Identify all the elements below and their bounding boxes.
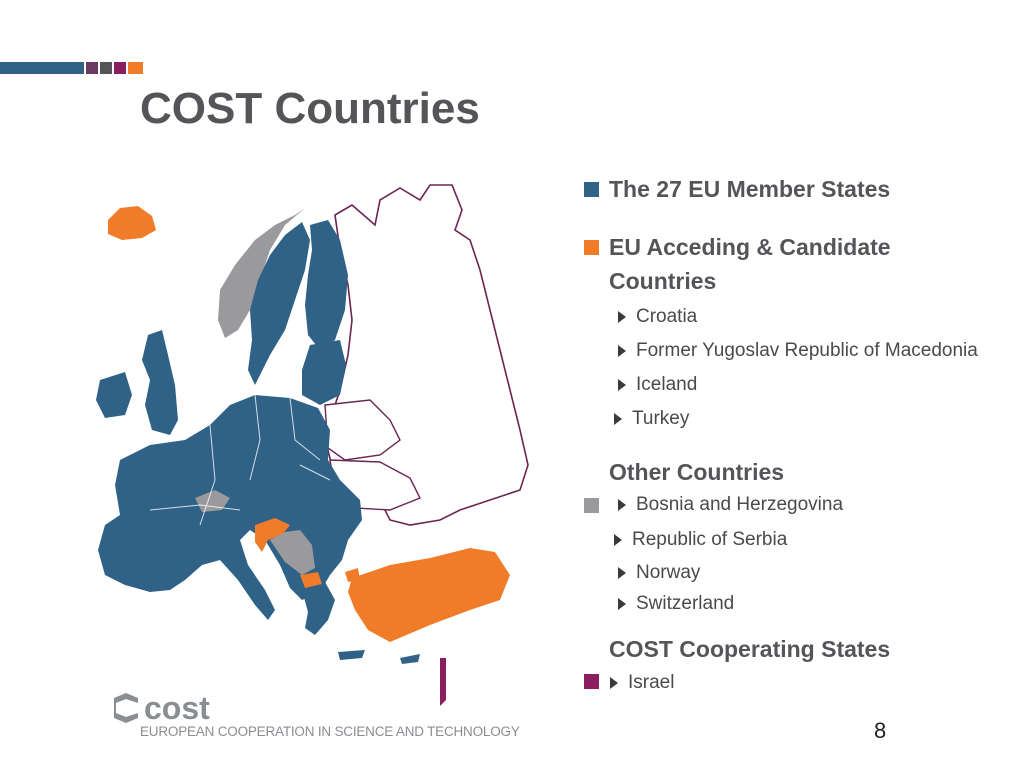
other-countries-swatch (584, 498, 599, 513)
bullet-triangle-icon (618, 498, 626, 511)
acceding-heading-line2: Countries (609, 268, 717, 294)
bullet-triangle-icon (618, 566, 626, 579)
bullet-triangle-icon (610, 676, 618, 689)
israel-shape (440, 658, 446, 706)
bullet-triangle-icon (618, 597, 626, 610)
cooperating-item: Israel (610, 672, 674, 694)
page-number: 8 (874, 718, 887, 743)
acceding-swatch (584, 240, 599, 255)
bullet-triangle-icon (618, 378, 626, 391)
cooperating-swatch (584, 674, 599, 689)
other-item: Republic of Serbia (614, 529, 787, 551)
acceding-item: Turkey (614, 408, 689, 430)
croatia-shape (255, 518, 290, 552)
page-title: COST Countries (140, 84, 480, 133)
eu-members-heading: The 27 EU Member States (609, 176, 891, 202)
acceding-item: Former Yugoslav Republic of Macedonia (618, 340, 978, 362)
cooperating-states-heading: COST Cooperating States (609, 636, 891, 662)
cost-tagline: EUROPEAN COOPERATION IN SCIENCE AND TECH… (140, 724, 520, 739)
acceding-item: Croatia (618, 306, 697, 328)
acceding-heading-line1: EU Acceding & Candidate (609, 234, 891, 260)
europe-map (96, 184, 529, 706)
eu-member-swatch (584, 182, 599, 197)
switzerland-shape (195, 490, 230, 512)
bullet-triangle-icon (614, 412, 622, 425)
iceland-shape (108, 206, 156, 240)
acceding-item: Iceland (618, 374, 697, 396)
other-item: Bosnia and Herzegovina (618, 494, 843, 516)
turkey-shape (348, 548, 510, 642)
cost-logo-icon: cost (114, 693, 210, 723)
macedonia-shape (300, 572, 322, 588)
bullet-triangle-icon (618, 344, 626, 357)
bullet-triangle-icon (614, 533, 622, 546)
bosnia-serbia-shape (270, 530, 315, 575)
svg-text:cost: cost (144, 693, 210, 723)
other-item: Norway (618, 562, 700, 584)
other-countries-heading: Other Countries (609, 459, 785, 485)
bullet-triangle-icon (618, 310, 626, 323)
other-item: Switzerland (618, 593, 734, 615)
